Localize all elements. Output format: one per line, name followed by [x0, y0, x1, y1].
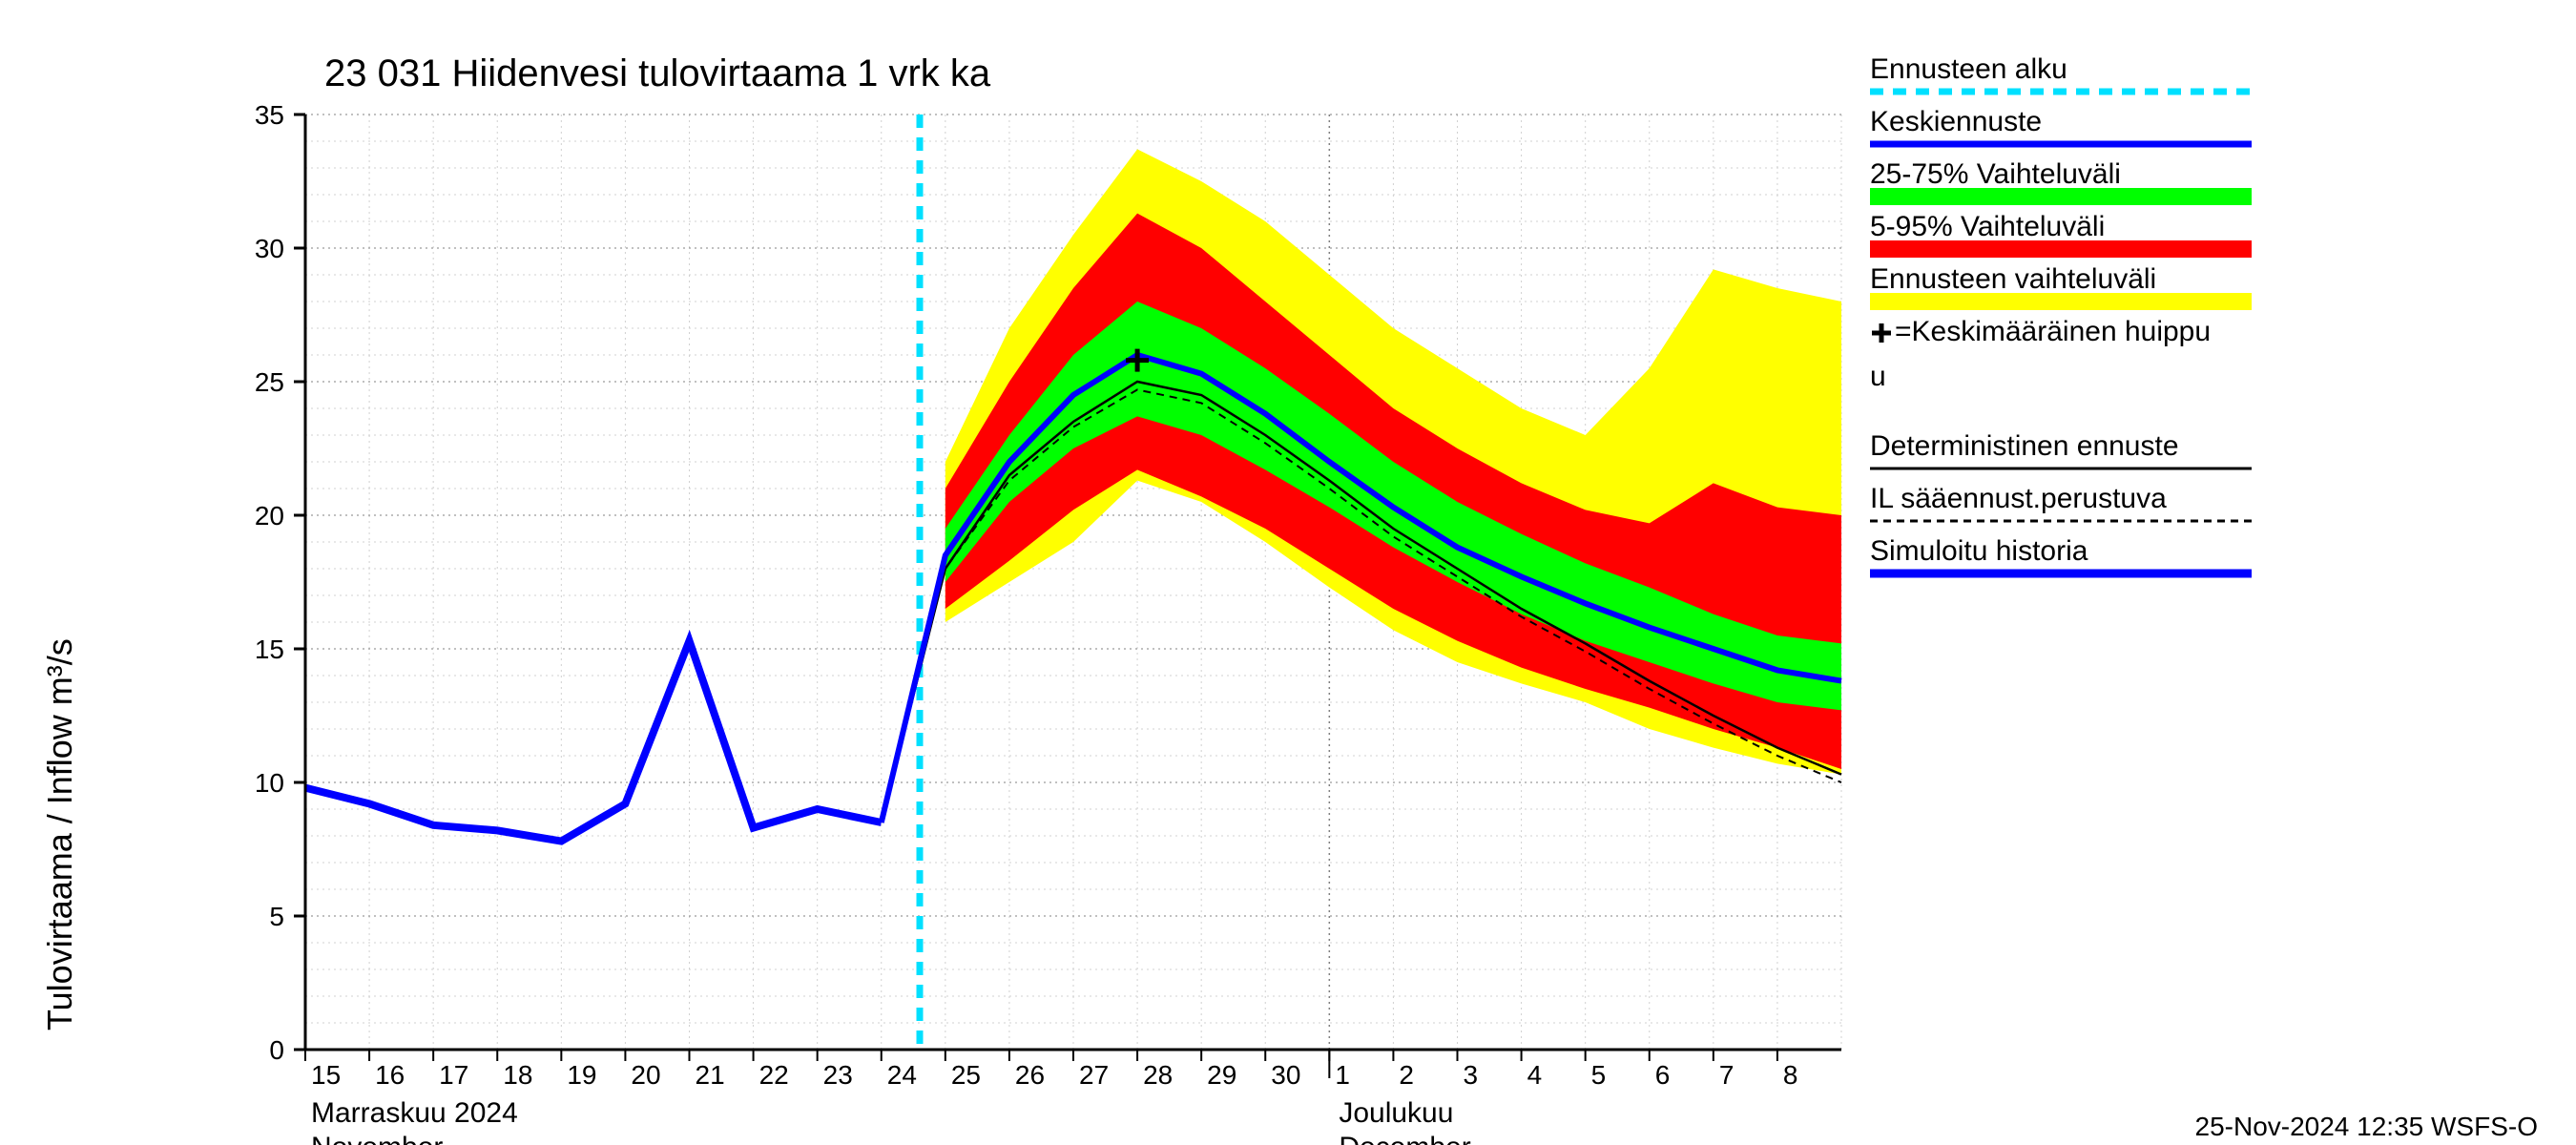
- legend-swatch: [1870, 188, 2252, 205]
- legend-swatch: [1870, 293, 2252, 310]
- chart-footer: 25-Nov-2024 12:35 WSFS-O: [2195, 1112, 2539, 1141]
- y-tick-label: 35: [255, 100, 284, 130]
- y-tick-label: 5: [269, 902, 284, 931]
- x-tick-label: 17: [439, 1060, 468, 1090]
- x-tick-label: 1: [1335, 1060, 1350, 1090]
- legend-label: Simuloitu historia: [1870, 535, 2088, 567]
- x-tick-label: 7: [1719, 1060, 1735, 1090]
- month2-en: December: [1339, 1132, 1470, 1145]
- x-tick-label: 18: [503, 1060, 532, 1090]
- y-tick-label: 20: [255, 501, 284, 531]
- month2-fi: Joulukuu: [1339, 1097, 1453, 1129]
- x-tick-label: 27: [1079, 1060, 1109, 1090]
- x-tick-label: 29: [1207, 1060, 1236, 1090]
- legend-label: Ennusteen vaihteluväli: [1870, 263, 2156, 295]
- legend-label-cont: u: [1870, 361, 1886, 392]
- y-tick-label: 30: [255, 234, 284, 263]
- x-tick-label: 15: [311, 1060, 341, 1090]
- month1-en: November: [311, 1132, 443, 1145]
- y-tick-label: 10: [255, 768, 284, 798]
- x-tick-label: 21: [696, 1060, 725, 1090]
- x-tick-label: 2: [1399, 1060, 1414, 1090]
- y-tick-label: 25: [255, 367, 284, 397]
- x-tick-label: 4: [1527, 1060, 1543, 1090]
- legend-label: Keskiennuste: [1870, 106, 2042, 137]
- x-tick-label: 8: [1783, 1060, 1798, 1090]
- legend-plus-icon: [1872, 323, 1891, 343]
- y-tick-label: 0: [269, 1035, 284, 1065]
- legend-label: Ennusteen alku: [1870, 53, 2067, 85]
- chart-title: 23 031 Hiidenvesi tulovirtaama 1 vrk ka: [324, 52, 991, 94]
- x-tick-label: 23: [823, 1060, 853, 1090]
- legend: Ennusteen alku Keskiennuste 25-75% Vaihtel…: [1870, 53, 2252, 573]
- x-tick-label: 19: [567, 1060, 596, 1090]
- x-tick-label: 24: [887, 1060, 917, 1090]
- legend-label: 25-75% Vaihteluväli: [1870, 158, 2121, 190]
- x-tick-label: 22: [759, 1060, 789, 1090]
- x-tick-label: 5: [1591, 1060, 1607, 1090]
- y-axis-label: Tulovirtaama / Inflow m³/s: [40, 638, 79, 1030]
- x-tick-label: 26: [1015, 1060, 1045, 1090]
- legend-label: =Keskimääräinen huippu: [1895, 316, 2211, 347]
- legend-label: IL sääennust.perustuva: [1870, 483, 2167, 514]
- y-tick-label: 15: [255, 635, 284, 664]
- x-tick-label: 3: [1464, 1060, 1479, 1090]
- legend-swatch: [1870, 240, 2252, 258]
- x-tick-label: 25: [951, 1060, 981, 1090]
- x-tick-label: 30: [1271, 1060, 1300, 1090]
- legend-label: 5-95% Vaihteluväli: [1870, 211, 2105, 242]
- x-tick-label: 28: [1143, 1060, 1173, 1090]
- month1-fi: Marraskuu 2024: [311, 1097, 518, 1129]
- x-tick-label: 20: [631, 1060, 660, 1090]
- x-tick-label: 6: [1655, 1060, 1671, 1090]
- legend-label: Deterministinen ennuste: [1870, 430, 2179, 462]
- x-tick-label: 16: [375, 1060, 405, 1090]
- uncertainty-bands: [945, 149, 1841, 774]
- inflow-forecast-chart: 0510152025303515161718192021222324252627…: [0, 0, 2576, 1145]
- history-line: [305, 641, 882, 842]
